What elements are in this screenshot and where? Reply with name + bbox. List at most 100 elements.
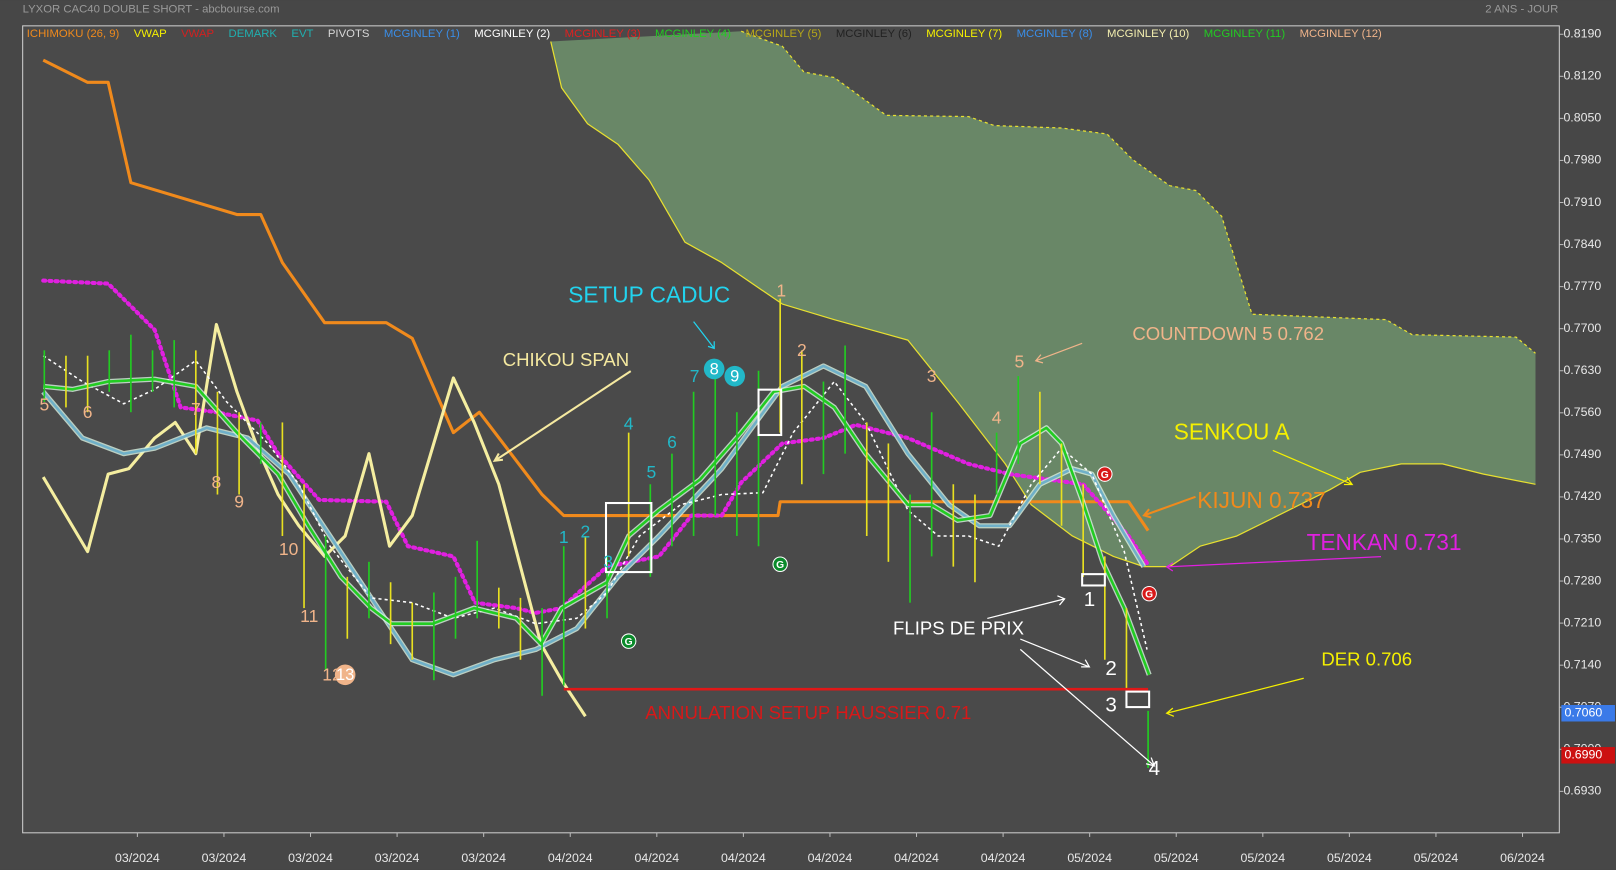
annotation-label: CHIKOU SPAN [503,349,629,370]
legend-entry: MCGINLEY (5) [745,28,821,40]
annotation-count: 9 [234,491,244,511]
y-tick-label: 0.7770 [1563,279,1601,293]
legend-entry: MCGINLEY (8) [1017,28,1093,40]
annotation-count: 3 [603,551,613,571]
annotation-count: G [1101,470,1109,481]
indicator-line [43,377,1151,676]
y-tick-label: 0.7560 [1563,405,1601,419]
y-tick-label: 0.7700 [1563,321,1601,335]
y-tick-label: 0.8120 [1563,69,1601,83]
annotation-count: 6 [667,432,677,452]
layers [41,30,1564,837]
arrow [1034,342,1083,364]
legend-entry: MCGINLEY (7) [926,28,1002,40]
legend-entry: ICHIMOKU (26, 9) [27,28,120,40]
annotation-count: 7 [690,366,700,386]
y-tick-label: 0.7630 [1563,363,1601,377]
annotation-label: SENKOU A [1174,419,1291,445]
x-tick-label: 04/2024 [808,851,853,865]
arrow [492,370,632,463]
box [1081,573,1106,587]
count-badge [724,365,746,387]
annotation-count: 8 [710,360,719,378]
x-tick-label: 03/2024 [288,851,333,865]
legend-entry: VWAP [134,28,167,40]
price-tag [1561,747,1615,764]
annotation-count: 5 [647,462,657,482]
y-tick-label: 0.7280 [1563,573,1601,587]
indicator-line [42,58,1150,532]
price-tag-label: 0.6990 [1564,748,1602,762]
annotation-count: 2 [797,340,807,360]
annotation-count: 8 [212,472,222,492]
annotation-count: 3 [927,366,937,386]
x-tick-label: 04/2024 [634,851,679,865]
arrow [1142,495,1196,519]
y-tick-label: 0.7490 [1563,447,1601,461]
x-tick-label: 04/2024 [981,851,1026,865]
x-tick-label: 03/2024 [375,851,420,865]
x-tick-label: 05/2024 [1327,851,1372,865]
annotation-count: 2 [1105,657,1116,680]
count-badge [334,664,356,686]
annotation-count: 7 [191,399,201,419]
signal-marker [1097,466,1113,482]
count-badge [703,358,725,380]
arrow [1019,648,1156,767]
annotation-count: G [625,637,633,648]
legend-entry: EVT [291,28,313,40]
annotation-count: 2 [581,521,591,541]
annotation-count: 9 [730,368,739,386]
x-tick-label: 04/2024 [721,851,766,865]
x-tick-label: 04/2024 [548,851,593,865]
signal-marker [620,633,637,649]
annotation-count: 4 [624,413,634,433]
y-tick-label: 0.7980 [1563,153,1601,167]
arrow [1272,449,1354,486]
annotation-count: 13 [336,666,354,684]
x-tick-label: 03/2024 [461,851,506,865]
annotation-label: ANNULATION SETUP HAUSSIER 0.71 [645,702,971,723]
y-tick-label: 0.7210 [1563,615,1601,629]
price-tag [1561,704,1615,722]
arrow [1165,555,1382,572]
annotation-count: 4 [992,407,1002,427]
box [757,388,783,437]
x-tick-label: 06/2024 [1500,851,1545,865]
legend-entry: MCGINLEY (10) [1107,28,1189,40]
signal-marker [1141,585,1157,602]
annotation-count: 1 [1084,588,1095,611]
x-tick-label: 05/2024 [1154,851,1199,865]
legend-entry: MCGINLEY (11) [1204,28,1286,40]
annotation-count: G [1145,589,1153,600]
setup-boxes [604,388,1151,709]
price-tag-label: 0.7060 [1564,706,1602,720]
y-tick-label: 0.7840 [1563,237,1601,251]
annotation-count: 4 [1149,757,1160,780]
legend-entry: DEMARK [229,28,278,40]
annotation-count: G [776,560,784,571]
annotation-count: 1 [559,527,569,547]
annotation-label: SETUP CADUC [568,282,730,308]
annotation-count: 3 [1105,693,1116,716]
arrow [987,595,1066,620]
legend-entry: MCGINLEY (4) [655,28,731,40]
annotation-label: DER 0.706 [1321,649,1412,670]
chart-title: LYXOR CAC40 DOUBLE SHORT - abcbourse.com [23,3,280,15]
annotation-count: 11 [300,606,318,626]
annotation-count: 1 [776,280,786,300]
y-tick-label: 0.7350 [1563,531,1601,545]
arrow [693,321,715,350]
y-tick-label: 0.7420 [1563,489,1601,503]
x-tick-label: 04/2024 [894,851,939,865]
legend-entry: MCGINLEY (6) [836,28,912,40]
legend-entry: PIVOTS [328,28,370,40]
y-tick-label: 0.8190 [1563,27,1601,41]
y-tick-label: 0.7910 [1563,195,1601,209]
arrow [1165,677,1304,717]
arrow [1020,638,1091,668]
indicator-line [42,364,1145,677]
indicator-line [550,41,1536,568]
